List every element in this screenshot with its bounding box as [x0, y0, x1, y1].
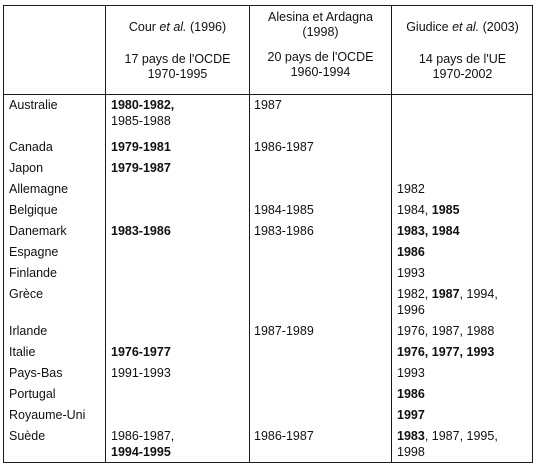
authors-year: (1996) [186, 20, 227, 34]
table-cell-c3: 1997 [397, 407, 529, 423]
cell-value: , 1987, 1995, [424, 429, 498, 443]
table-cell-c1: 1980-1982, 1985-1988 [111, 97, 246, 129]
table-cell-c2: 1983-1986 [254, 223, 388, 239]
cell-value: 1984, [397, 203, 432, 217]
table-cell-c1: 1983-1986 [111, 223, 246, 239]
table-cell-c3: 1993 [397, 365, 529, 381]
cell-value: 1998 [397, 445, 425, 459]
cell-value: 1986 [397, 245, 425, 259]
cell-value: 1993 [397, 266, 425, 280]
cell-value: 1997 [397, 408, 425, 422]
column-divider [249, 6, 250, 462]
data-table: Cour et al. (1996) 17 pays de l'OCDE 197… [3, 5, 533, 463]
table-cell-c2: 1986-1987 [254, 139, 388, 155]
column-authors-year: (1998) [302, 25, 339, 39]
column-divider [391, 6, 392, 462]
cell-value: 1983-1986 [254, 224, 314, 238]
column-scope: 14 pays de l'UE [418, 52, 507, 66]
row-country: Australie [9, 98, 58, 112]
table-cell-c3: 1982, 1987, 1994, 1996 [397, 286, 529, 318]
authors-text: Giudice [406, 20, 453, 34]
cell-value: 1996 [397, 303, 425, 317]
table-cell-c3: 1982 [397, 181, 529, 197]
cell-value: 1987 [431, 287, 460, 301]
table-cell-c3: 1976, 1987, 1988 [397, 323, 529, 339]
table-cell-c1: 1976-1977 [111, 344, 246, 360]
table-cell-c1: 1991-1993 [111, 365, 246, 381]
column-authors: Alesina et Ardagna [268, 10, 373, 24]
row-country: Belgique [9, 203, 58, 217]
cell-value: 1987 [254, 98, 282, 112]
cell-value: , 1994, [459, 287, 498, 301]
column-scope: 17 pays de l'OCDE [124, 52, 231, 66]
row-country: Royaume-Uni [9, 408, 86, 422]
column-header-alesina: Alesina et Ardagna (1998) 20 pays de l'O… [250, 10, 391, 80]
cell-value: 1986-1987, [111, 429, 175, 443]
cell-value: 1983 [397, 429, 425, 443]
row-country: Portugal [9, 387, 56, 401]
row-country: Italie [9, 345, 36, 359]
cell-value: 1980-1982, [111, 98, 175, 112]
column-period: 1960-1994 [290, 65, 351, 79]
cell-value: 1976, 1977, 1993 [397, 345, 495, 359]
cell-value: 1976-1977 [111, 345, 171, 359]
cell-value: 1986-1987 [254, 429, 314, 443]
row-country: Canada [9, 140, 53, 154]
table-cell-c2: 1984-1985 [254, 202, 388, 218]
table-cell-c3: 1983, 1987, 1995, 1998 [397, 428, 529, 460]
row-country: Japon [9, 161, 44, 175]
authors-text: Cour [128, 20, 160, 34]
row-country: Irlande [9, 324, 48, 338]
table-cell-c3: 1986 [397, 386, 529, 402]
cell-value: 1985-1988 [111, 114, 171, 128]
cell-value: 1993 [397, 366, 425, 380]
cell-value: 1994-1995 [111, 445, 171, 459]
column-authors: Giudice et al. (2003) [392, 20, 533, 35]
cell-value: 1982, [397, 287, 432, 301]
cell-value: 1983, 1984 [397, 224, 460, 238]
column-scope: 20 pays de l'OCDE [267, 50, 374, 64]
column-header-cour: Cour et al. (1996) 17 pays de l'OCDE 197… [106, 20, 249, 82]
cell-value: 1991-1993 [111, 366, 171, 380]
table-cell-c1: 1986-1987, 1994-1995 [111, 428, 246, 460]
cell-value: 1985 [431, 203, 460, 217]
column-authors: Cour et al. (1996) [106, 20, 249, 35]
table-cell-c1: 1979-1987 [111, 160, 246, 176]
table-cell-c3: 1993 [397, 265, 529, 281]
row-country: Allemagne [9, 182, 69, 196]
cell-value: 1986-1987 [254, 140, 314, 154]
table-cell-c2: 1987 [254, 97, 388, 113]
column-period: 1970-1995 [147, 67, 208, 81]
row-country: Espagne [9, 245, 59, 259]
table-cell-c2: 1986-1987 [254, 428, 388, 444]
cell-value: 1979-1981 [111, 140, 171, 154]
row-country: Finlande [9, 266, 57, 280]
table-cell-c2: 1987-1989 [254, 323, 388, 339]
cell-value: 1976, 1987, 1988 [397, 324, 495, 338]
row-country: Danemark [9, 224, 67, 238]
table-cell-c3: 1976, 1977, 1993 [397, 344, 529, 360]
column-header-giudice: Giudice et al. (2003) 14 pays de l'UE 19… [392, 20, 533, 82]
cell-value: 1986 [397, 387, 425, 401]
column-period: 1970-2002 [432, 67, 493, 81]
authors-etal: et al. [452, 20, 480, 34]
table-cell-c3: 1986 [397, 244, 529, 260]
row-country: Suède [9, 429, 46, 443]
table-cell-c1: 1979-1981 [111, 139, 246, 155]
table-cell-c3: 1983, 1984 [397, 223, 529, 239]
cell-value: 1982 [397, 182, 425, 196]
column-divider [105, 6, 106, 462]
row-country: Grèce [9, 287, 44, 301]
header-divider [4, 94, 532, 95]
cell-value: 1984-1985 [254, 203, 314, 217]
cell-value: 1983-1986 [111, 224, 171, 238]
cell-value: 1987-1989 [254, 324, 314, 338]
row-country: Pays-Bas [9, 366, 63, 380]
cell-value: 1979-1987 [111, 161, 171, 175]
table-cell-c3: 1984, 1985 [397, 202, 529, 218]
authors-etal: et al. [159, 20, 187, 34]
authors-year: (2003) [479, 20, 519, 34]
